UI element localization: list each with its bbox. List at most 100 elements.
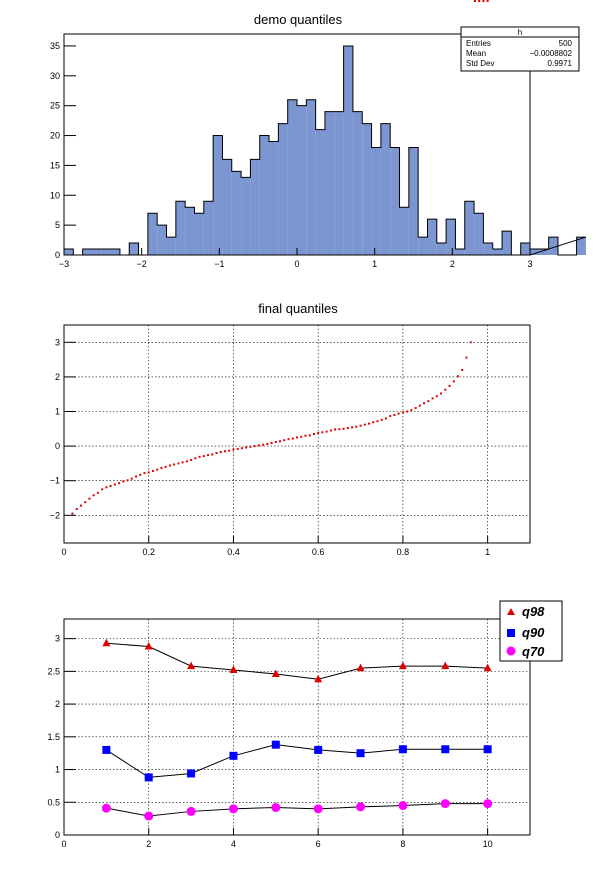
histogram-y-axis: 0 5 10 15 20 25 30 35 [50,41,76,260]
q90-point [271,740,280,749]
q90-point [102,745,111,754]
quantiles-x-tick-label-0: 0 [61,547,66,557]
quantile-point [418,404,421,407]
quantile-point [118,482,121,485]
quantile-point [325,430,328,433]
q98-point [229,665,238,674]
histogram-bar [157,225,167,255]
quantile-point [308,434,311,437]
series-x-tick-label-2: 4 [231,839,236,849]
quantile-point [156,468,159,471]
quantile-point [96,491,99,494]
histogram-bar [306,99,316,256]
quantile-point [228,449,231,452]
series-x-tick-label-1: 2 [146,839,151,849]
histogram-bar [334,111,344,255]
quantile-point [219,450,222,453]
series-x-tick-label-5: 10 [483,839,493,849]
histogram-bar [446,219,456,255]
quantile-point [355,425,358,428]
quantile-point [465,356,468,359]
quantile-point [329,429,332,432]
quantile-point [207,454,210,457]
histogram-bar [91,249,102,255]
series-x-tick-label-4: 8 [400,839,405,849]
quantile-point [101,488,104,491]
q90-point [144,773,153,782]
histogram-bar [110,249,120,255]
quantile-point [435,395,438,398]
quantiles-x-tick-label-4: 0.8 [397,547,410,557]
histogram-x-tick-label-1: −2 [137,259,147,269]
quantile-point [440,392,443,395]
series-y-tick-label-0: 0 [55,830,60,840]
quantile-point [177,462,180,465]
histogram-y-tick-label-0: 0 [55,250,60,260]
quantile-point [300,435,303,438]
q98-point [483,663,492,672]
quantile-point [414,407,417,410]
histogram-bar [269,141,279,255]
quantile-point [270,441,273,444]
histogram-bar [222,159,232,255]
stats-mean-label: Mean [466,49,486,58]
quantile-point [147,471,150,474]
quantile-point [363,423,366,426]
quantiles-y-tick-label-5: 3 [55,337,60,347]
stats-stddev-label: Std Dev [466,59,494,68]
q90-line [106,744,488,778]
quantile-point [287,438,290,441]
series-y-axis: 0 0.5 1 1.5 2 2.5 3 [47,634,76,840]
quantile-point [190,458,193,461]
quantile-point [181,461,184,464]
legend-q98-marker-triangle-icon [507,608,515,615]
stats-mean-value: −0.0008802 [530,49,573,58]
q70-point [356,802,366,812]
quantile-point [342,427,345,430]
histogram-x-tick-label-3: 0 [294,259,299,269]
quantile-point [215,452,218,455]
histogram-bar [315,129,325,255]
stats-entries-value: 500 [559,39,573,48]
legend-q70-label: q70 [522,644,545,659]
histogram-bar [241,177,251,255]
quantile-point [75,508,78,511]
histogram-bar [548,237,558,255]
quantile-point [376,420,379,423]
quantiles-y-tick-label-0: −2 [50,510,60,520]
histogram-bar [530,249,540,255]
histogram-bar [380,123,391,255]
stats-box: h Entries 500 Mean −0.0008802 Std Dev 0.… [460,26,580,72]
quantile-point [469,341,472,344]
q90-point [441,745,450,754]
quantile-point [473,0,476,2]
histogram-title: demo quantiles [254,12,343,27]
series-lines [101,638,493,821]
histogram-bar [250,159,260,255]
quantiles-panel: final quantiles 0 0.2 0.4 0.6 0.8 1 −2 −1 0 1 2 3 [50,0,531,557]
quantiles-y-tick-label-1: −1 [50,476,60,486]
q90-point [314,745,323,754]
quantiles-x-tick-label-1: 0.2 [142,547,155,557]
quantile-point [456,375,459,378]
quantile-point [317,431,320,434]
quantile-point [113,483,116,486]
quantile-point [151,470,154,473]
histogram-bar [213,135,223,255]
stats-stddev-value: 0.9971 [548,59,573,68]
quantile-point [393,413,396,416]
series-y-tick-label-4: 2 [55,699,60,709]
histogram-y-tick-label-3: 15 [50,160,60,170]
histogram-bar [185,207,195,255]
q98-point [102,638,111,647]
quantile-point [338,428,341,431]
quantile-point [452,380,455,383]
q70-point [398,801,408,811]
histogram-y-tick-label-2: 10 [50,190,60,200]
histogram-bar [418,237,428,255]
q90-point [398,745,407,754]
quantile-point [173,463,176,466]
series-x-tick-label-3: 6 [316,839,321,849]
stats-entries-label: Entries [466,39,491,48]
quantile-point [444,388,447,391]
